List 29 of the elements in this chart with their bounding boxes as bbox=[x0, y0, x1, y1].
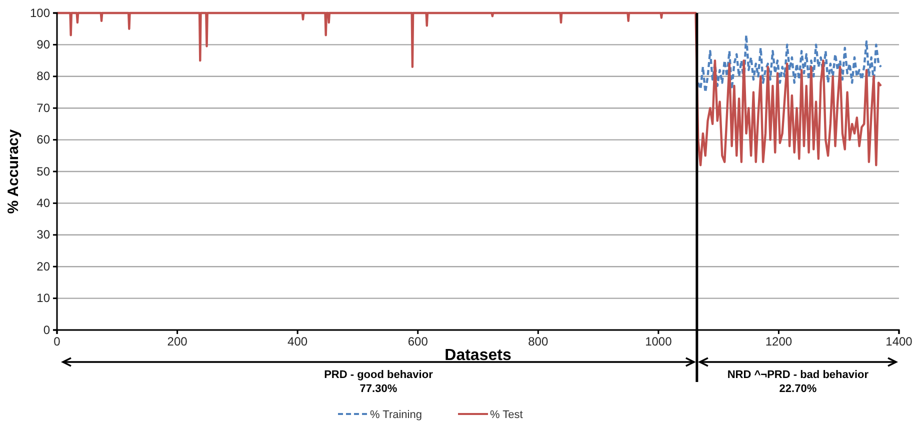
y-tick-label: 40 bbox=[36, 196, 50, 210]
x-tick-label: 400 bbox=[288, 334, 308, 349]
x-tick-label: 200 bbox=[167, 334, 188, 349]
y-axis-title: % Accuracy bbox=[5, 128, 22, 214]
x-tick-label: 0 bbox=[54, 334, 61, 349]
legend-label: % Training bbox=[370, 409, 422, 421]
y-tick-label: 10 bbox=[36, 291, 50, 306]
y-tick-label: 30 bbox=[36, 228, 50, 242]
x-axis-title: Datasets bbox=[444, 347, 512, 364]
x-tick-label: 800 bbox=[528, 334, 548, 349]
y-tick-label: 70 bbox=[36, 100, 50, 115]
y-tick-label: 100 bbox=[30, 6, 50, 20]
line-series bbox=[697, 34, 882, 94]
y-tick-label: 0 bbox=[43, 322, 50, 337]
x-tick-label: 600 bbox=[408, 334, 428, 349]
x-tick-label: 1000 bbox=[645, 334, 672, 349]
text: PRD - good behavior bbox=[324, 369, 434, 381]
text: NRD ^¬PRD - bad behavior bbox=[727, 369, 870, 381]
legend-label: % Test bbox=[490, 409, 523, 421]
y-tick-label: 60 bbox=[36, 132, 50, 147]
line-series bbox=[56, 12, 882, 166]
x-tick-label: 1400 bbox=[886, 334, 913, 349]
y-tick-label: 50 bbox=[36, 164, 50, 178]
text: 77.30% bbox=[360, 383, 398, 395]
y-tick-label: 90 bbox=[36, 38, 50, 52]
text: 22.70% bbox=[779, 383, 817, 395]
x-tick-label: 1200 bbox=[765, 334, 792, 349]
y-tick-label: 80 bbox=[36, 69, 50, 84]
y-tick-label: 20 bbox=[36, 259, 50, 274]
